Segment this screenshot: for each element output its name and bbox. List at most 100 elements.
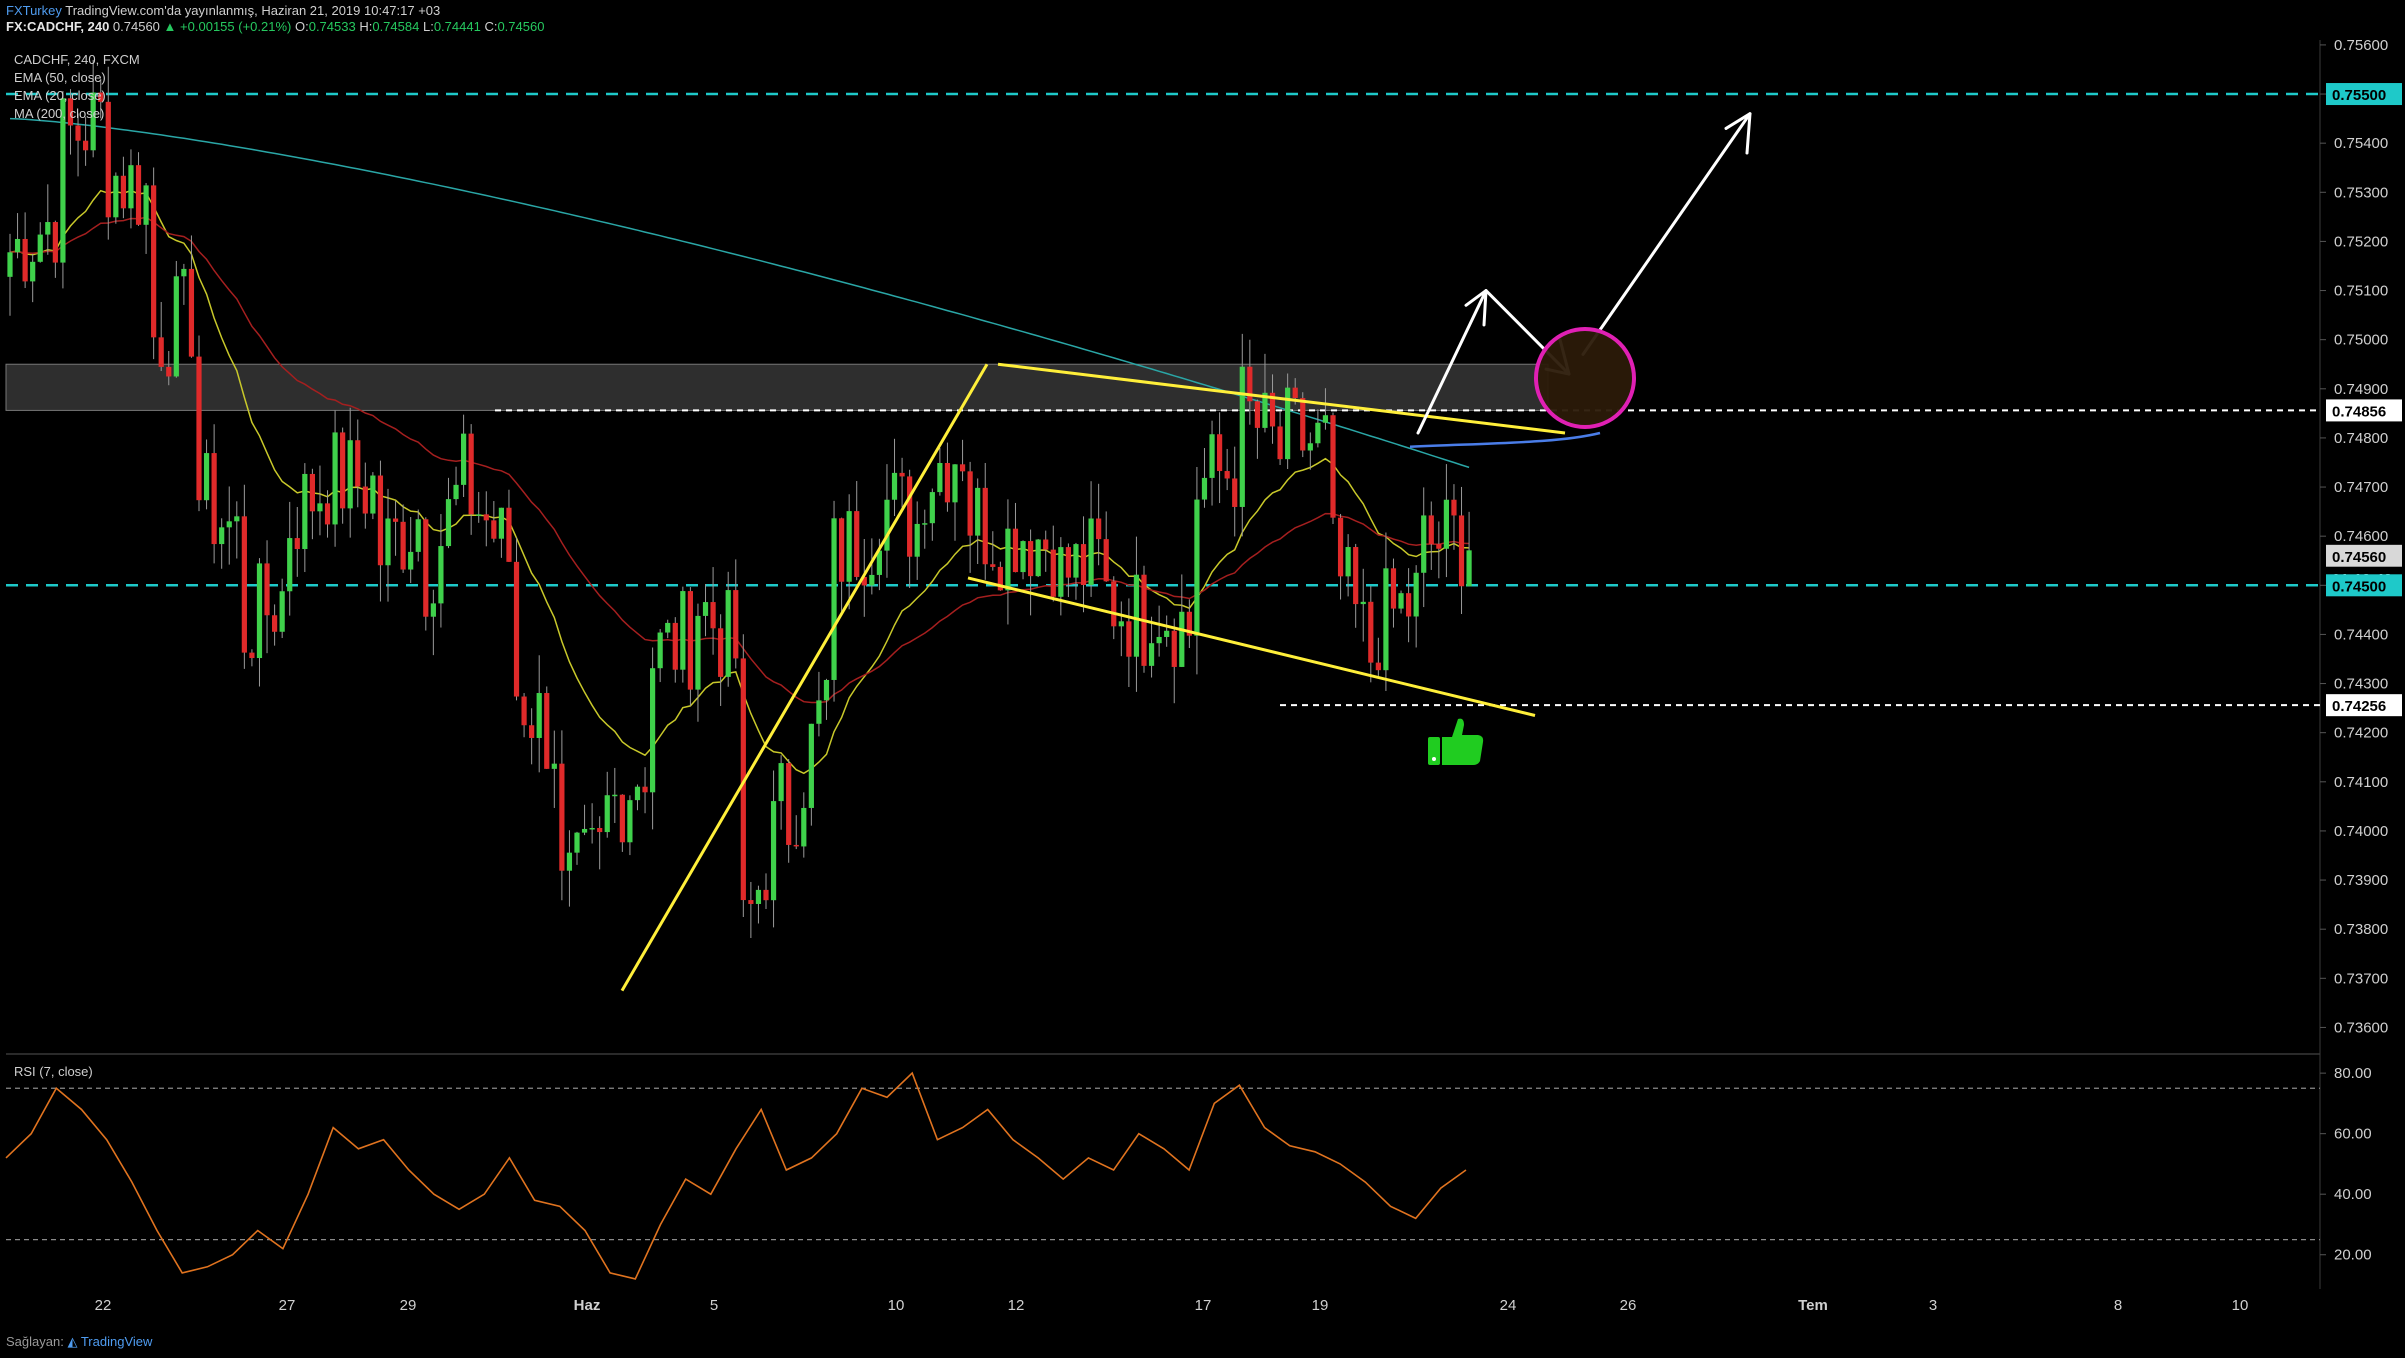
legend-ema50[interactable]: EMA (50, close) [14, 70, 106, 85]
bull-candle [226, 521, 232, 528]
bear-candle [854, 511, 860, 577]
bear-candle [468, 433, 474, 515]
bull-candle [203, 453, 210, 501]
bull-candle [922, 523, 928, 525]
bull-candle [1209, 434, 1215, 478]
bull-candle [128, 165, 134, 209]
bear-candle [899, 472, 905, 477]
legend-ema20[interactable]: EMA (20, close) [14, 88, 106, 103]
bull-candle [929, 492, 935, 524]
target-arrow-head [1724, 112, 1752, 155]
bear-candle [1269, 392, 1276, 427]
time-label: 10 [2232, 1297, 2249, 1314]
ohlc-line: FX:CADCHF, 240 0.74560 ▲ +0.00155 (+0.21… [6, 19, 544, 34]
bull-candle [1466, 550, 1472, 587]
legend-instrument: CADCHF, 240, FXCM [14, 52, 140, 67]
bull-candle [181, 268, 187, 277]
up-arrow-icon: ▲ [163, 19, 177, 34]
publisher-link[interactable]: FXTurkey [6, 3, 62, 18]
open-label: O: [294, 19, 309, 34]
bull-candle [347, 440, 353, 509]
bear-candle [392, 518, 399, 522]
bear-candle [959, 464, 966, 472]
bear-candle [362, 486, 368, 514]
bull-candle [302, 473, 308, 550]
bear-candle [1292, 387, 1298, 399]
bear-candle [718, 628, 724, 677]
bull-candle [1262, 392, 1268, 428]
bear-candle [1232, 478, 1238, 507]
bull-candle [1383, 568, 1389, 671]
thumb-dot [1432, 757, 1436, 762]
bear-candle [1103, 539, 1109, 582]
symbol-label: FX:CADCHF, 240 [6, 19, 110, 34]
tradingview-logo-icon: ◭ [67, 1334, 78, 1349]
bear-candle [294, 538, 300, 550]
bear-candle [249, 652, 255, 659]
bull-candle [1421, 515, 1427, 573]
bear-candle [544, 693, 550, 769]
bear-candle [67, 98, 74, 126]
bull-candle [7, 252, 13, 277]
bear-candle [241, 516, 247, 653]
thumb-cuff [1428, 737, 1440, 766]
bull-candle [831, 518, 837, 680]
level-resist-badge-bg [2326, 399, 2402, 422]
legend-ma200[interactable]: MA (200, close) [14, 106, 105, 121]
bear-candle [513, 561, 520, 697]
bear-candle [1451, 499, 1457, 516]
bear-candle [1080, 544, 1087, 585]
bear-candle [672, 622, 678, 670]
time-label: 19 [1312, 1297, 1329, 1314]
tradingview-logo-text[interactable]: TradingView [80, 1334, 153, 1349]
high-label: H: [359, 19, 373, 34]
bear-candle [188, 268, 195, 357]
bull-candle [650, 668, 656, 793]
bear-candle [642, 786, 648, 793]
bull-candle [279, 591, 285, 632]
bear-candle [967, 471, 973, 536]
time-label: 5 [710, 1297, 718, 1314]
price-tick-label: 0.74600 [2334, 528, 2388, 545]
thumb-hand [1442, 718, 1484, 766]
bear-candle [1458, 515, 1465, 587]
price-tick-label: 0.75100 [2334, 283, 2388, 300]
publish-line: FXTurkey TradingView.com'da yayınlanmış,… [6, 3, 440, 18]
bear-candle [105, 101, 111, 218]
bear-candle [990, 564, 996, 567]
level-mid-badge: 0.74500 [2332, 578, 2386, 595]
rsi-tick-label: 60.00 [2334, 1126, 2372, 1143]
bull-candle [891, 472, 898, 500]
bear-candle [98, 92, 104, 102]
current-price-badge-bg [2326, 544, 2402, 567]
bear-candle [309, 473, 315, 512]
price-tick-label: 0.75300 [2334, 184, 2388, 201]
legend-rsi[interactable]: RSI (7, close) [14, 1064, 93, 1079]
bear-candle [733, 590, 739, 659]
rsi-tick-label: 40.00 [2334, 1186, 2372, 1203]
bear-candle [748, 900, 754, 904]
bear-candle [597, 827, 603, 833]
bear-candle [355, 440, 361, 487]
bull-candle [612, 794, 618, 797]
high-value: 0.74584 [372, 19, 420, 34]
bear-candle [687, 591, 693, 690]
bull-candle [1035, 539, 1041, 577]
bull-candle [551, 763, 557, 769]
bull-candle [801, 807, 807, 847]
last-price: 0.74560 [112, 19, 160, 34]
bull-candle [445, 499, 452, 547]
bull-candle [143, 185, 149, 225]
rsi-tick-label: 80.00 [2334, 1065, 2372, 1082]
bull-candle [1322, 415, 1329, 423]
bear-candle [1254, 401, 1260, 428]
ema50-line [9, 216, 1470, 704]
bull-candle [680, 591, 686, 670]
drawings-layer [620, 112, 1752, 992]
bull-candle [869, 574, 875, 586]
price-tick-label: 0.74100 [2334, 774, 2388, 791]
bull-candle [695, 615, 701, 690]
time-label: 29 [400, 1297, 417, 1314]
bear-candle [1028, 541, 1034, 577]
